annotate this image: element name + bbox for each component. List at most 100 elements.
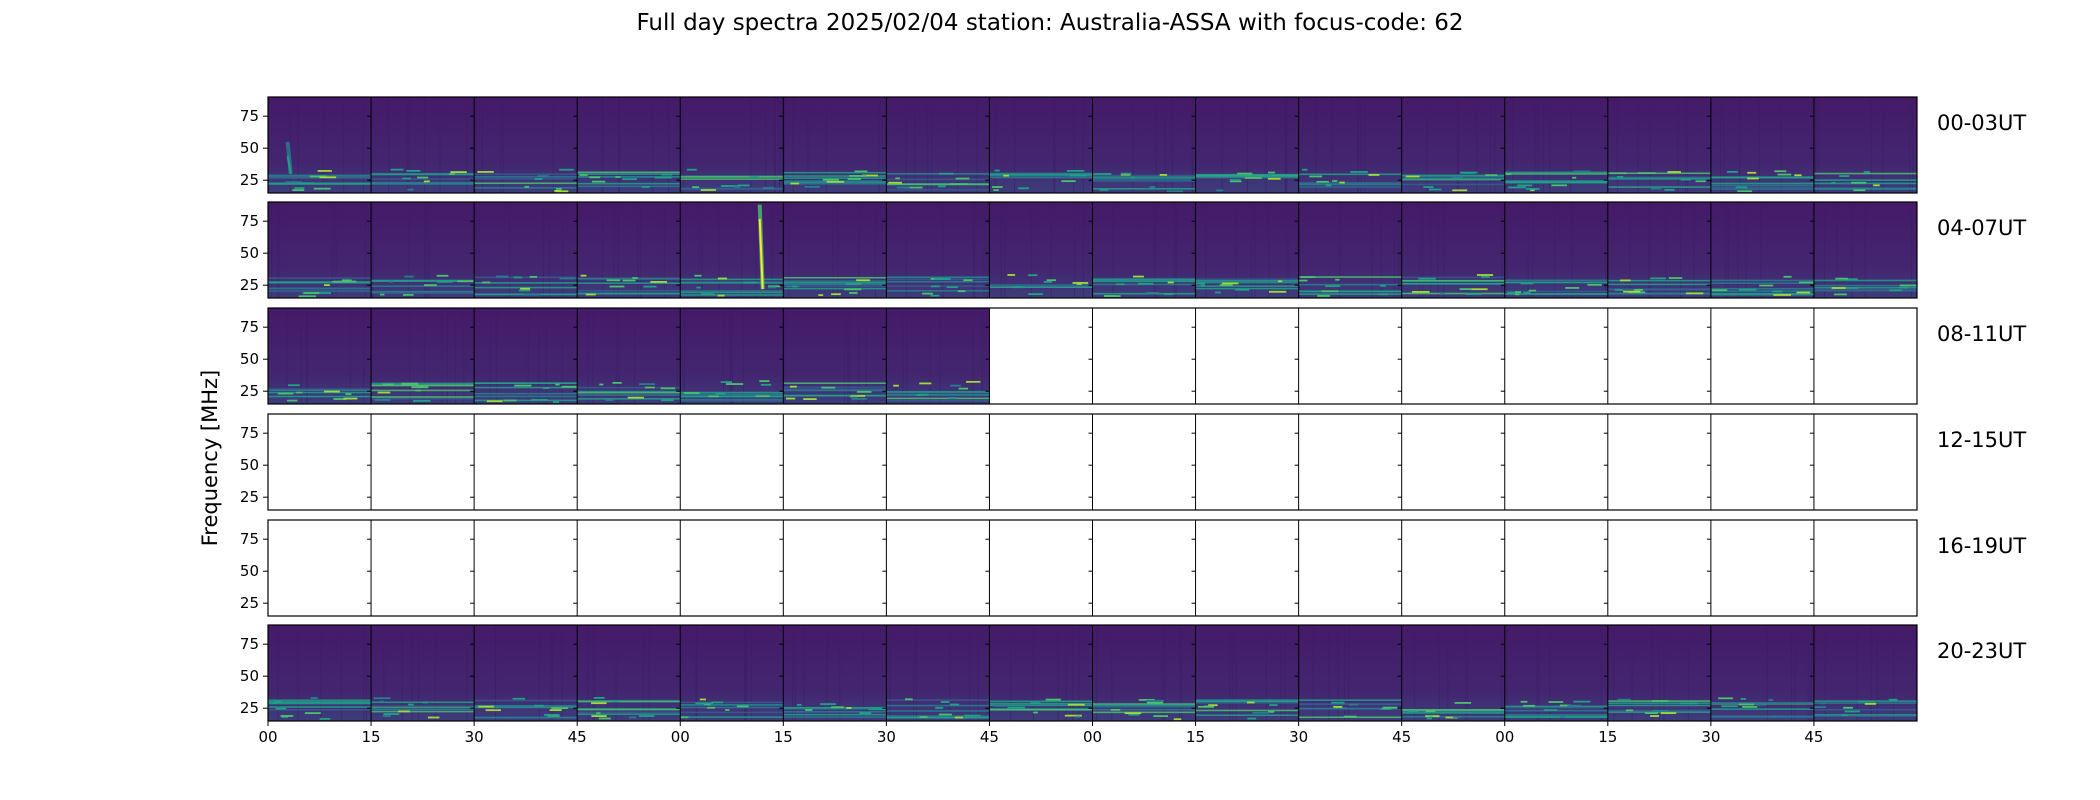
panel-texture	[289, 97, 291, 193]
rfi-band	[1710, 279, 1814, 282]
rfi-band	[680, 294, 784, 296]
emission-segment	[1452, 716, 1462, 718]
emission-segment	[1616, 176, 1624, 178]
emission-segment	[1507, 291, 1515, 294]
emission-segment	[1796, 291, 1811, 294]
emission-segment	[1246, 701, 1255, 704]
emission-segment	[1485, 174, 1498, 177]
rfi-band	[1813, 715, 1917, 718]
ytick-label: 50	[240, 456, 259, 474]
rfi-band	[680, 706, 784, 709]
emission-segment	[805, 709, 813, 711]
emission-segment	[622, 178, 637, 181]
rfi-band	[268, 706, 372, 708]
emission-segment	[1012, 286, 1023, 289]
emission-segment	[803, 398, 817, 400]
emission-segment	[1565, 287, 1580, 289]
panel-texture	[652, 97, 654, 193]
rfi-band	[577, 394, 681, 396]
rfi-band	[886, 717, 990, 719]
emission-segment	[272, 702, 277, 705]
emission-segment	[449, 173, 455, 175]
emission-segment	[417, 176, 429, 179]
spectrogram-panel	[1401, 202, 1505, 298]
panel-texture	[1221, 97, 1223, 193]
emission-segment	[323, 390, 340, 393]
emission-segment	[606, 279, 621, 282]
rfi-band	[474, 704, 578, 707]
panel-texture	[1284, 625, 1286, 721]
emission-segment	[1153, 715, 1169, 717]
emission-segment	[612, 381, 622, 384]
panel-texture	[913, 625, 915, 721]
panel-texture	[1371, 202, 1373, 298]
panel-texture	[1280, 625, 1282, 721]
panel-texture	[1665, 202, 1667, 298]
emission-segment	[904, 698, 913, 701]
rfi-band	[783, 283, 887, 286]
emission-segment	[1138, 699, 1155, 701]
panel-texture	[858, 308, 860, 404]
rfi-band	[1401, 712, 1505, 714]
emission-segment	[552, 401, 559, 404]
rfi-band	[1607, 176, 1711, 179]
rfi-band	[371, 285, 475, 287]
rfi-band	[1710, 715, 1814, 718]
panel-texture	[849, 308, 851, 404]
panel-texture	[1536, 625, 1538, 721]
rfi-band	[680, 280, 784, 283]
emission-segment	[694, 274, 702, 277]
rfi-band	[371, 389, 475, 392]
emission-segment	[1163, 293, 1173, 296]
rfi-band	[371, 397, 475, 400]
emission-segment	[1454, 702, 1472, 704]
rfi-band	[1092, 711, 1196, 714]
panel-texture	[1851, 202, 1853, 298]
panel-texture	[648, 625, 650, 721]
panel-texture	[939, 308, 941, 404]
panel-texture	[343, 97, 345, 193]
emission-segment	[1338, 707, 1347, 710]
emission-segment	[1309, 175, 1323, 178]
emission-segment	[1333, 705, 1343, 708]
emission-segment	[1834, 293, 1847, 296]
panel-texture	[957, 97, 959, 193]
panel-texture	[424, 97, 426, 193]
emission-segment	[482, 281, 491, 284]
emission-segment	[1520, 700, 1528, 703]
rfi-band	[1401, 710, 1505, 713]
panel-texture	[1164, 97, 1166, 193]
emission-segment	[1567, 704, 1582, 707]
emission-segment	[849, 292, 858, 294]
emission-segment	[549, 709, 562, 712]
emission-segment	[277, 392, 294, 395]
spectrogram-panel	[1710, 97, 1814, 193]
emission-segment	[643, 285, 657, 288]
panel-texture	[549, 202, 551, 298]
rfi-band	[1607, 293, 1711, 296]
emission-segment	[390, 168, 404, 171]
panel-texture	[271, 202, 273, 298]
empty-panel	[1298, 308, 1402, 404]
ytick-label: 50	[240, 244, 259, 262]
rfi-band	[577, 391, 681, 394]
panel-texture	[618, 97, 620, 193]
emission-segment	[1777, 173, 1792, 176]
rfi-band	[268, 183, 372, 185]
rfi-band	[1298, 182, 1402, 184]
emission-segment	[427, 716, 440, 719]
rfi-band	[886, 173, 990, 176]
panel-texture	[1426, 97, 1428, 193]
rfi-band	[1607, 178, 1711, 180]
emission-segment	[1301, 168, 1308, 171]
rfi-band	[1195, 699, 1299, 701]
spectrogram-panel	[1195, 202, 1299, 298]
emission-segment	[1377, 293, 1389, 296]
emission-segment	[1623, 290, 1641, 293]
empty-panel	[1092, 414, 1196, 510]
emission-segment	[1738, 703, 1755, 706]
emission-segment	[733, 185, 741, 188]
emission-segment	[1530, 189, 1535, 192]
emission-segment	[939, 172, 954, 175]
emission-segment	[1043, 280, 1053, 283]
